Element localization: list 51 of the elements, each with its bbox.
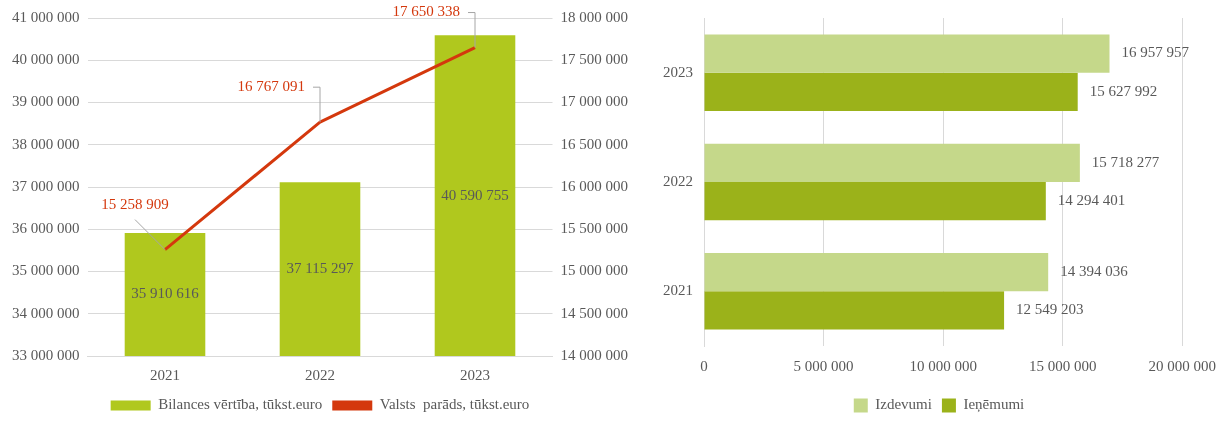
y-tick-label: 37 000 000 — [12, 177, 80, 194]
bar — [704, 143, 1080, 182]
x-tick-label: 10 000 000 — [909, 357, 977, 374]
y2-tick-label: 17 000 000 — [560, 93, 628, 110]
y2-tick-label: 14 500 000 — [560, 304, 628, 321]
y-tick-label: 39 000 000 — [12, 93, 80, 110]
y2-tick-label: 16 000 000 — [560, 177, 628, 194]
data-label: 17 650 338 — [392, 3, 460, 20]
y2-tick-label: 14 000 000 — [560, 346, 628, 363]
bar — [704, 182, 1046, 221]
legend-label: Ieņēmumi — [963, 396, 1025, 414]
y-tick-label: 2022 — [663, 172, 693, 189]
y-tick-label: 33 000 000 — [12, 346, 80, 363]
data-label: 14 394 036 — [1060, 263, 1129, 280]
y2-tick-label: 18 000 000 — [560, 8, 628, 25]
x-tick-label: 2021 — [150, 366, 180, 383]
y-tick-label: 2023 — [663, 63, 693, 80]
data-label: 16 767 091 — [237, 78, 305, 95]
x-tick-label: 5 000 000 — [793, 357, 854, 374]
y2-tick-label: 15 500 000 — [560, 220, 628, 237]
y2-tick-label: 16 500 000 — [560, 135, 628, 152]
x-tick-label: 2022 — [305, 366, 335, 383]
x-tick-label: 15 000 000 — [1028, 357, 1097, 374]
data-label: 14 294 401 — [1057, 192, 1126, 209]
legend-label: Izdevumi — [875, 396, 932, 413]
y-tick-label: 38 000 000 — [12, 135, 80, 152]
legend-label: Valsts parāds, tūkst.euro — [379, 396, 530, 413]
y-tick-label: 36 000 000 — [12, 220, 80, 237]
legend-label: Bilances vērtība, tūkst.euro — [158, 396, 323, 413]
data-label: 16 957 957 — [1121, 44, 1190, 61]
data-label: 35 910 616 — [131, 285, 200, 302]
y-tick-label: 41 000 000 — [12, 8, 80, 25]
x-tick-label: 20 000 000 — [1148, 357, 1216, 374]
data-label: 12 549 203 — [1016, 301, 1084, 318]
data-label: 40 590 755 — [441, 186, 509, 203]
y-tick-label: 35 000 000 — [12, 262, 80, 279]
data-label: 37 115 297 — [286, 260, 354, 276]
y2-tick-label: 15 000 000 — [560, 262, 628, 279]
bar — [704, 72, 1078, 111]
x-tick-label: 2023 — [460, 366, 490, 383]
data-label: 15 258 909 — [101, 195, 169, 212]
bar — [704, 34, 1110, 73]
y-tick-label: 2021 — [663, 282, 693, 299]
data-label: 15 627 992 — [1089, 82, 1158, 99]
y-tick-label: 40 000 000 — [12, 51, 80, 68]
y-tick-label: 34 000 000 — [12, 304, 80, 321]
bar — [704, 291, 1005, 330]
data-label: 15 718 277 — [1091, 153, 1160, 170]
y2-tick-label: 17 500 000 — [560, 51, 628, 68]
x-tick-label: 0 — [700, 357, 708, 374]
bar — [704, 253, 1049, 292]
